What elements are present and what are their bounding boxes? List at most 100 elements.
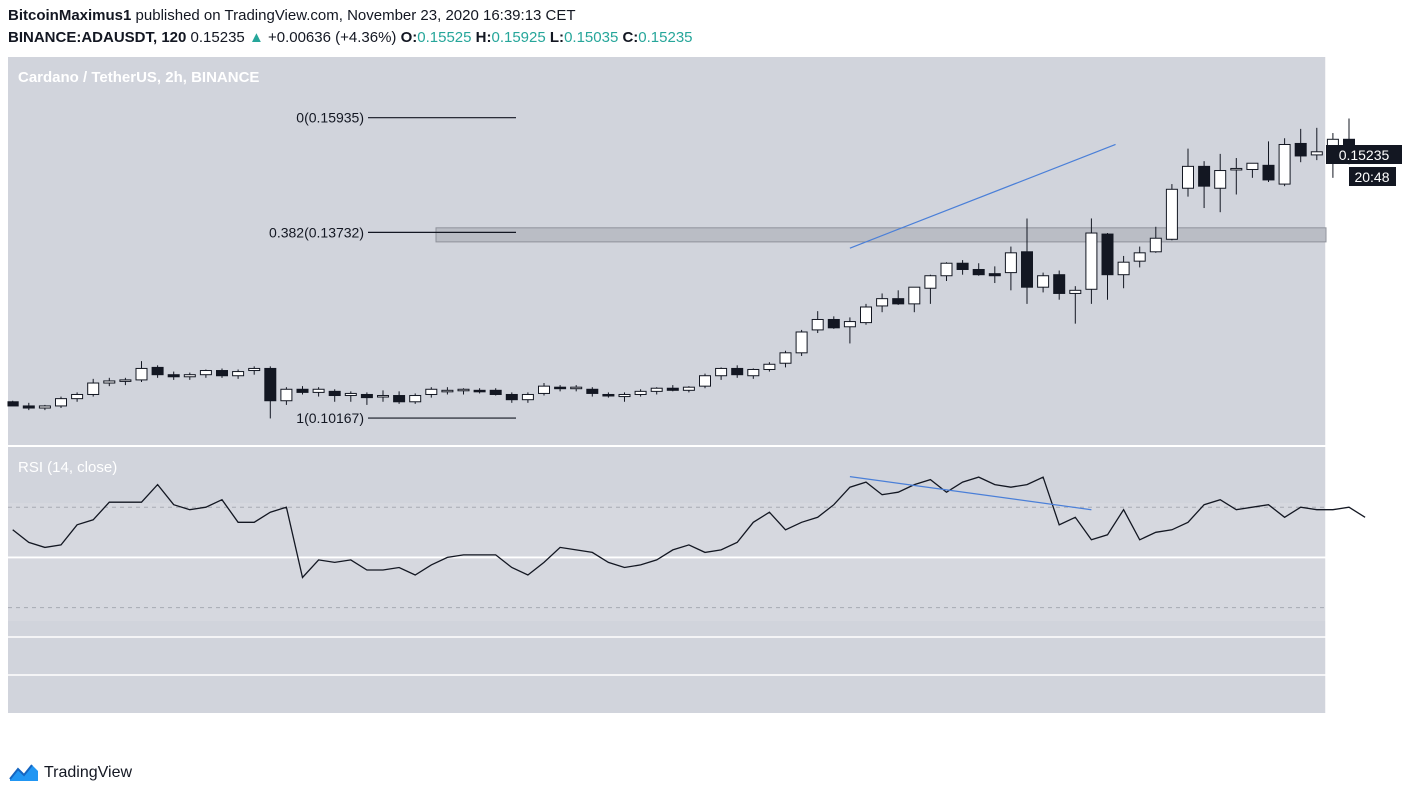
candle-up [650,387,663,392]
time-tick-label: 17 [53,726,69,742]
candle-up [1085,232,1098,290]
candle-up [248,367,261,372]
candle-up [699,375,711,387]
last-price-tag [1326,145,1402,164]
countdown-text: 20:48 [1354,169,1389,185]
candle-up [1278,143,1291,185]
candle-up [811,318,824,331]
last-price: 0.15235 [190,29,245,46]
candle-up [280,388,293,402]
price-tick-label: 0.16000 [1338,106,1389,122]
high-label: H: [475,29,492,46]
candle-down [360,393,373,399]
candle-up [457,388,470,392]
high-value: 0.15925 [491,29,546,46]
price-tick-label: 0.11000 [1338,367,1388,383]
candle-down [554,386,567,390]
candle-down [731,367,744,376]
low-value: 0.15035 [564,29,619,46]
candle-up [634,390,647,395]
candle-up [538,385,550,394]
last-price-tag-text: 0.15235 [1339,147,1390,163]
candle-down [827,318,840,329]
symbol-header: BINANCE:ADAUSDT, 120 0.15235 ▲ +0.00636 … [8,29,693,46]
support-zone[interactable] [435,227,1327,243]
candle-up [312,388,325,393]
candle-up [1182,165,1194,189]
chart-title: Cardano / TetherUS, 2h, BINANCE [18,69,259,86]
candle-up [1133,252,1146,262]
fib-level-label: 0(0.15935) [296,110,364,126]
candle-down [22,405,35,409]
tradingview-logo-icon [9,764,38,781]
candle-down [167,374,180,378]
candle-down [972,268,985,276]
price-pane[interactable] [8,57,1326,445]
candle-up [763,363,776,370]
time-tick-label: 22 [858,726,874,742]
candle-down [7,401,19,407]
candle-up [521,393,534,401]
candle-down [892,298,905,305]
time-axis[interactable]: 17 18 19 20 21 22 23 24 [53,713,1196,742]
rsi-line[interactable] [12,476,1366,579]
candle-down [473,389,486,393]
open-label: O: [400,29,418,46]
time-tick-label: 23 [1019,726,1035,742]
tradingview-brand: TradingView [44,764,133,781]
candle-down [393,395,406,403]
time-tick-label: 19 [375,726,391,742]
countdown-tag [1349,167,1396,186]
candle-up [71,393,84,400]
price-tick-label: 0.13000 [1338,263,1389,279]
candle-up [940,262,953,277]
candle-up [618,393,631,398]
open-value: 0.15525 [417,29,472,46]
rsi-title: RSI (14, close) [18,459,117,476]
candle-up [1165,188,1178,240]
price-tick-label: 0.17000 [1338,54,1389,70]
price-tick-label: 0.14000 [1338,210,1389,226]
candle-up [908,286,921,305]
candle-up [1310,151,1323,156]
price-axis[interactable]: 0.170000.160000.150000.140000.130000.120… [1326,54,1389,435]
candle-up [441,389,454,393]
fib-levels[interactable]: 0(0.15935) 0.382(0.13732) 1(0.10167) [269,110,516,426]
candle-down [151,366,164,376]
candle-up [425,388,438,395]
candle-up [682,386,695,391]
candle-up [1037,275,1050,288]
candle-up [199,370,212,376]
candle-down [489,389,502,395]
author-name[interactable]: BitcoinMaximus1 [8,7,132,24]
close-value: 0.15235 [638,29,693,46]
symbol-label: BINANCE:ADAUSDT, 120 [8,29,187,46]
tradingview-logo[interactable]: TradingView [8,763,132,783]
price-trendline[interactable] [849,143,1116,249]
candle-up [1004,252,1017,274]
rsi-band-fill [8,503,1326,621]
candle-down [956,262,969,270]
candle-down [1021,251,1033,288]
price-tick-label: 0.12000 [1338,315,1389,331]
candle-up [876,298,889,307]
currency-label: USDT [1346,69,1381,84]
price-tick-label: 0.10000 [1338,419,1389,435]
candle-down [296,388,309,393]
candle-up [843,321,856,328]
rsi-trendline[interactable] [849,476,1092,511]
candle-up [860,306,872,324]
candle-up [119,379,132,382]
candle-down [988,273,1001,277]
candle-up [1246,162,1259,170]
candle-up [87,382,100,395]
candle-down [328,390,341,397]
publish-info: published on TradingView.com, November 2… [135,7,576,24]
candle-up [924,275,937,289]
candle-up [55,398,67,407]
fib-level-label: 1(0.10167) [296,410,364,426]
candle-down [1198,165,1211,187]
candle-down [1262,164,1275,181]
rsi-axis[interactable]: 80.00 60.00 40.00 0.00000 [1326,474,1389,691]
